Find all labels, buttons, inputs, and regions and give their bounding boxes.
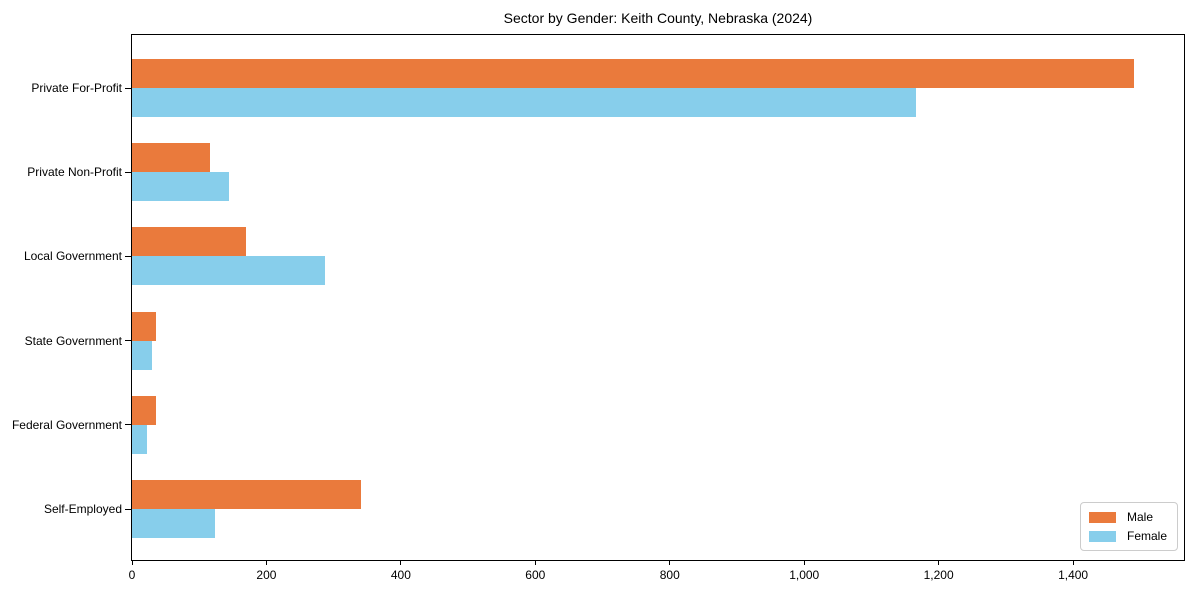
bar-female-federal-government: [132, 424, 148, 454]
x-axis-tick-label: 200: [256, 568, 277, 582]
bar-female-local-government: [132, 256, 325, 286]
x-axis-tick-label: 0: [128, 568, 136, 582]
x-axis-tick-label: 1,200: [923, 568, 954, 582]
y-axis-tick: [125, 255, 131, 257]
x-axis-tick: [534, 560, 536, 565]
bar-male-federal-government: [132, 395, 156, 425]
x-axis-tick: [669, 560, 671, 565]
x-axis-tick: [131, 560, 133, 565]
legend-label-female: Female: [1126, 529, 1167, 543]
bar-male-state-government: [132, 311, 156, 341]
bar-male-self-employed: [132, 480, 362, 509]
x-axis-tick: [803, 560, 805, 565]
legend-label-male: Male: [1126, 510, 1153, 524]
y-axis-label-state-government: State Government: [24, 333, 122, 348]
y-axis-label-self-employed: Self-Employed: [43, 502, 122, 516]
bar-female-private-for-profit: [132, 88, 917, 117]
bar-male-private-non-profit: [132, 143, 210, 173]
legend-swatch-male: [1088, 511, 1116, 523]
bar-female-state-government: [132, 340, 153, 370]
chart-title: Sector by Gender: Keith County, Nebraska…: [503, 10, 813, 26]
x-axis-tick: [400, 560, 402, 565]
y-axis-tick: [125, 171, 131, 173]
y-axis-label-private-for-profit: Private For-Profit: [31, 81, 122, 95]
y-axis-tick: [125, 424, 131, 426]
x-axis-tick-label: 1,400: [1058, 568, 1089, 582]
legend: Male Female: [1079, 502, 1178, 551]
legend-swatch-female: [1088, 530, 1116, 542]
plot-area: Male Female Private For-Profit Private No…: [12, 34, 1185, 582]
y-axis-label-private-non-profit: Private Non-Profit: [27, 165, 122, 180]
x-axis-tick-label: 1,000: [789, 568, 820, 582]
legend-item-male: Male: [1088, 510, 1167, 524]
bar-female-self-employed: [132, 509, 216, 538]
x-axis-tick: [265, 560, 267, 565]
x-axis-tick-label: 600: [525, 568, 546, 582]
x-axis-tick-label: 400: [390, 568, 411, 582]
x-axis-tick: [1072, 560, 1074, 565]
x-axis-tick: [938, 560, 940, 565]
bar-male-local-government: [132, 227, 247, 257]
y-axis-label-federal-government: Federal Government: [11, 417, 122, 432]
x-axis-tick-label: 800: [659, 568, 680, 582]
y-axis-tick: [125, 508, 131, 510]
bar-female-private-non-profit: [132, 172, 229, 202]
bar-male-private-for-profit: [132, 59, 1134, 88]
y-axis-tick: [125, 340, 131, 342]
y-axis-label-local-government: Local Government: [23, 249, 122, 264]
y-axis-tick: [125, 87, 131, 89]
legend-item-female: Female: [1088, 529, 1167, 543]
